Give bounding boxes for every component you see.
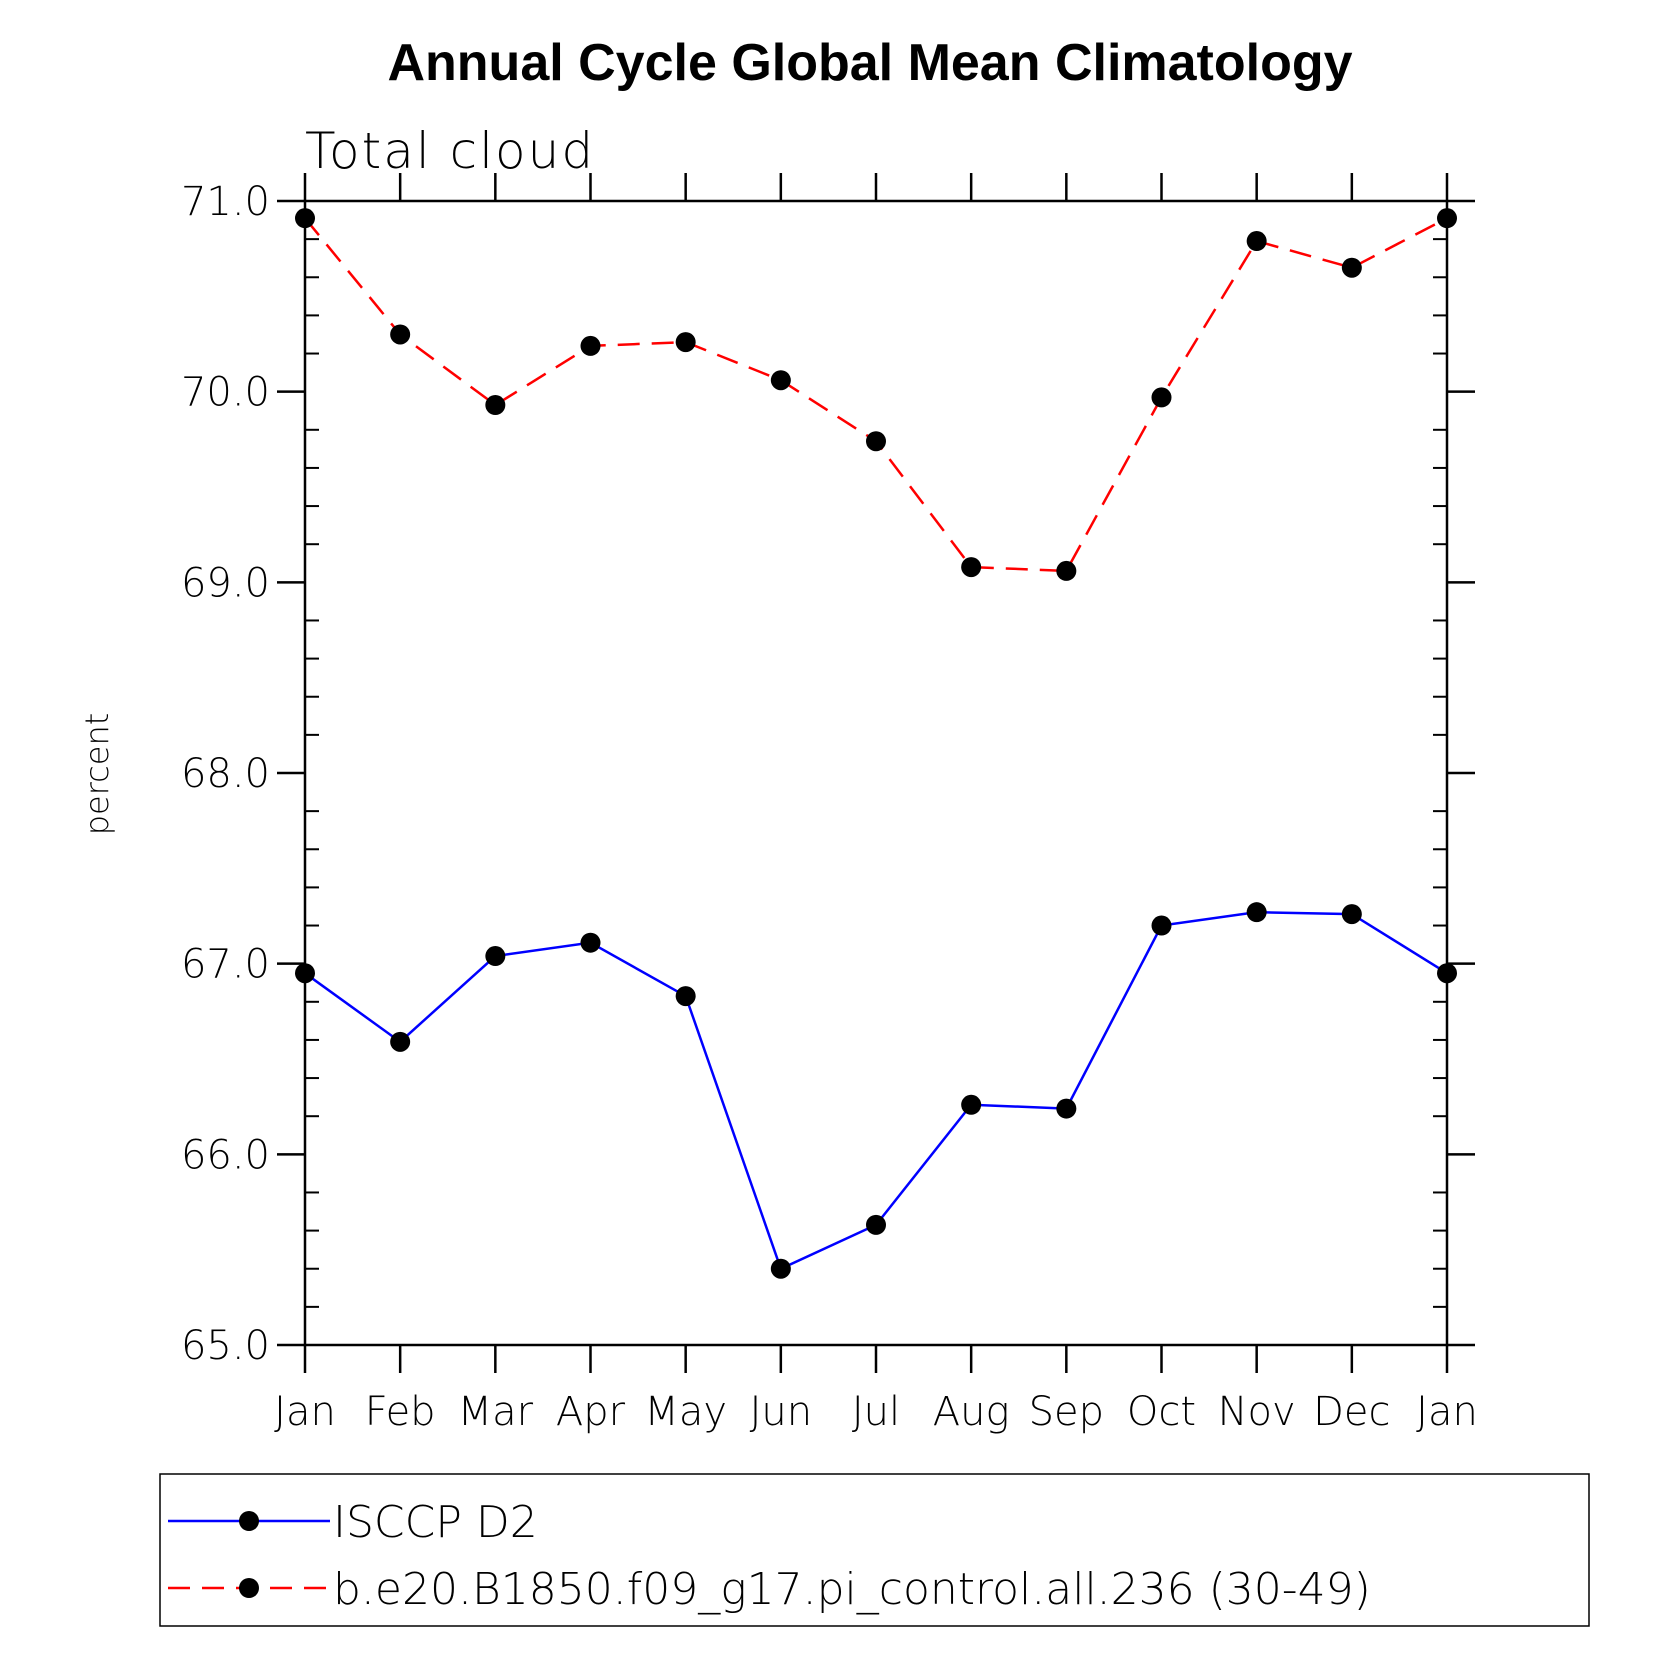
legend-box [159,1473,1590,1627]
data-point [675,332,696,353]
x-tick-label: Jan [274,1389,336,1435]
legend-marker-model-run [239,1578,259,1598]
data-point [295,963,315,984]
data-point [295,208,315,229]
legend-label-model-run: b.e20.B1850.f09_g17.pi_control.all.236 (… [333,1564,1371,1615]
x-tick-label: Nov [1218,1389,1296,1435]
legend-label-isccp-d2: ISCCP D2 [333,1497,538,1548]
x-tick-label: Oct [1127,1389,1196,1435]
data-point [1056,560,1077,581]
data-point [866,1214,886,1235]
x-tick-label: Sep [1029,1389,1104,1435]
x-tick-label: Apr [556,1389,626,1435]
data-point [961,557,982,578]
x-tick-label: May [644,1389,727,1435]
data-point [1246,231,1267,252]
x-tick-label: Feb [365,1389,436,1435]
series-1 [295,208,1457,581]
y-tick-label: 71.0 [181,179,270,225]
data-point [1341,904,1362,925]
x-tick-label: Dec [1313,1389,1390,1435]
data-point [390,1031,411,1052]
data-point [866,431,886,452]
data-point [770,1258,791,1279]
data-point [1341,257,1362,278]
x-tick-label: Mar [458,1389,534,1435]
data-point [961,1094,982,1115]
data-point [580,335,601,356]
data-point [1151,915,1172,936]
x-tick-label: Jun [750,1389,813,1435]
data-point [390,324,411,345]
data-point [1151,387,1172,408]
series-layer [295,208,1457,1279]
series-line [304,217,1448,573]
x-tick-label: Jan [1416,1389,1478,1435]
x-axis-ticks: Jan Feb Mar Apr May Jun Jul Aug Sep Oct Nov Dec Jan [274,173,1478,1435]
chart-title: Annual Cycle Global Mean Climatology [387,34,1352,92]
y-axis-ticks: 65.0 66.0 67.0 68.0 69.0 70.0 71.0 [181,179,1475,1369]
series-0 [295,902,1457,1279]
y-tick-label: 65.0 [181,1323,270,1369]
x-tick-label: Jul [852,1389,900,1435]
data-point [1437,963,1457,984]
plot-border [303,199,1449,1347]
legend-marker-isccp-d2 [239,1511,259,1531]
y-tick-label: 66.0 [181,1132,270,1178]
data-point [1437,208,1457,229]
x-tick-label: Aug [933,1389,1010,1435]
data-point [485,395,506,416]
data-point [1246,902,1267,923]
y-tick-label: 67.0 [181,942,270,988]
y-tick-label: 68.0 [181,751,270,797]
plot-frame [303,199,1449,1347]
data-point [580,932,601,953]
data-point [770,370,791,391]
data-point [1056,1098,1077,1119]
legend: ISCCP D2 b.e20.B1850.f09_g17.pi_control.… [159,1473,1590,1627]
data-point [675,986,696,1007]
data-point [485,946,506,967]
y-tick-label: 70.0 [181,370,270,416]
y-axis-label: percent [78,713,116,836]
chart-subtitle: Total cloud [305,122,595,180]
y-tick-label: 69.0 [181,560,270,606]
